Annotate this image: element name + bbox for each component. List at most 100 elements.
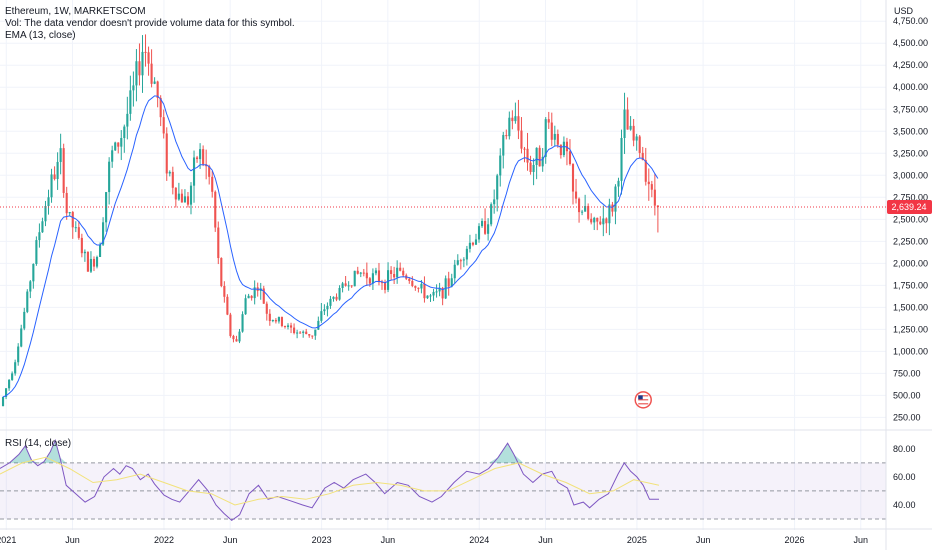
candle[interactable] [638,134,641,158]
candle[interactable] [317,316,320,331]
candle[interactable] [387,262,390,293]
candle[interactable] [299,330,302,334]
candle[interactable] [277,316,280,324]
candle[interactable] [77,220,80,240]
candle[interactable] [253,280,256,305]
candle[interactable] [402,267,405,277]
candle[interactable] [5,388,8,400]
candle[interactable] [526,132,529,171]
candle[interactable] [447,271,450,296]
candle[interactable] [229,312,232,338]
candle[interactable] [617,177,620,197]
candle[interactable] [396,260,399,284]
candle[interactable] [47,189,50,215]
candle[interactable] [338,285,341,301]
candle[interactable] [502,131,505,169]
candle[interactable] [308,334,311,338]
candle[interactable] [529,155,532,175]
candle[interactable] [362,268,365,277]
candle[interactable] [8,379,11,391]
candle[interactable] [565,137,568,166]
candle[interactable] [129,75,132,121]
candle[interactable] [417,287,420,293]
candle[interactable] [590,213,593,225]
candle[interactable] [214,190,217,232]
candle[interactable] [226,294,229,316]
candle[interactable] [305,328,308,335]
candle[interactable] [599,216,602,226]
candle[interactable] [423,276,426,303]
candle[interactable] [220,257,223,288]
candle[interactable] [123,124,126,153]
candle[interactable] [241,311,244,333]
candle[interactable] [89,251,93,274]
candle[interactable] [514,102,517,124]
candle[interactable] [135,49,138,102]
candle[interactable] [608,198,611,236]
candle[interactable] [238,328,241,344]
candle[interactable] [280,316,284,328]
candle[interactable] [177,182,180,201]
candle[interactable] [605,217,608,234]
candle[interactable] [520,117,523,154]
rsi-pane[interactable] [0,438,886,522]
candle[interactable] [408,277,411,284]
ema-line[interactable] [2,95,659,398]
candle[interactable] [578,197,581,223]
candle[interactable] [293,323,296,335]
rsi-legend[interactable]: RSI (14, close) [5,438,72,449]
candle[interactable] [168,170,171,177]
candle[interactable] [174,187,177,208]
candle[interactable] [444,275,447,300]
candle[interactable] [429,293,432,302]
candle[interactable] [286,323,290,330]
candle[interactable] [571,163,575,205]
candle[interactable] [265,301,268,321]
candle[interactable] [332,296,335,302]
candle[interactable] [159,95,162,127]
currency-label[interactable]: USD [894,6,914,16]
candle[interactable] [196,155,199,163]
candle[interactable] [535,147,538,180]
rsi-ma-line[interactable] [0,456,660,506]
candle[interactable] [587,203,590,221]
candle[interactable] [95,255,99,269]
candle[interactable] [438,282,441,297]
candle[interactable] [399,262,402,272]
candle[interactable] [38,223,41,248]
candle[interactable] [171,166,174,195]
candle[interactable] [353,270,356,287]
candle[interactable] [23,307,26,331]
candle[interactable] [435,284,438,298]
candle[interactable] [29,280,32,299]
candle[interactable] [474,233,478,245]
candle[interactable] [517,99,520,140]
candle[interactable] [480,218,484,228]
candle[interactable] [211,171,214,198]
candle[interactable] [656,205,659,233]
candle[interactable] [71,210,74,239]
candle[interactable] [80,233,83,258]
candle[interactable] [432,288,435,302]
candle[interactable] [320,303,323,323]
chart-title[interactable]: Ethereum, 1W, MARKETSCOM [5,6,146,17]
candle[interactable] [156,80,159,108]
us-flag-icon[interactable] [634,391,652,409]
candle[interactable] [550,112,553,147]
candle[interactable] [311,335,314,339]
candle[interactable] [556,129,559,148]
candle[interactable] [623,92,626,154]
candle[interactable] [302,330,305,338]
candle[interactable] [611,201,614,217]
candle[interactable] [456,254,459,266]
candle[interactable] [453,259,456,284]
candle[interactable] [365,262,368,286]
candle[interactable] [314,329,317,340]
candle[interactable] [65,186,68,220]
candle[interactable] [186,192,190,208]
candle[interactable] [247,293,250,299]
candle[interactable] [250,295,253,301]
candle[interactable] [208,164,211,185]
price-pane[interactable] [1,34,659,407]
candle[interactable] [14,359,17,376]
